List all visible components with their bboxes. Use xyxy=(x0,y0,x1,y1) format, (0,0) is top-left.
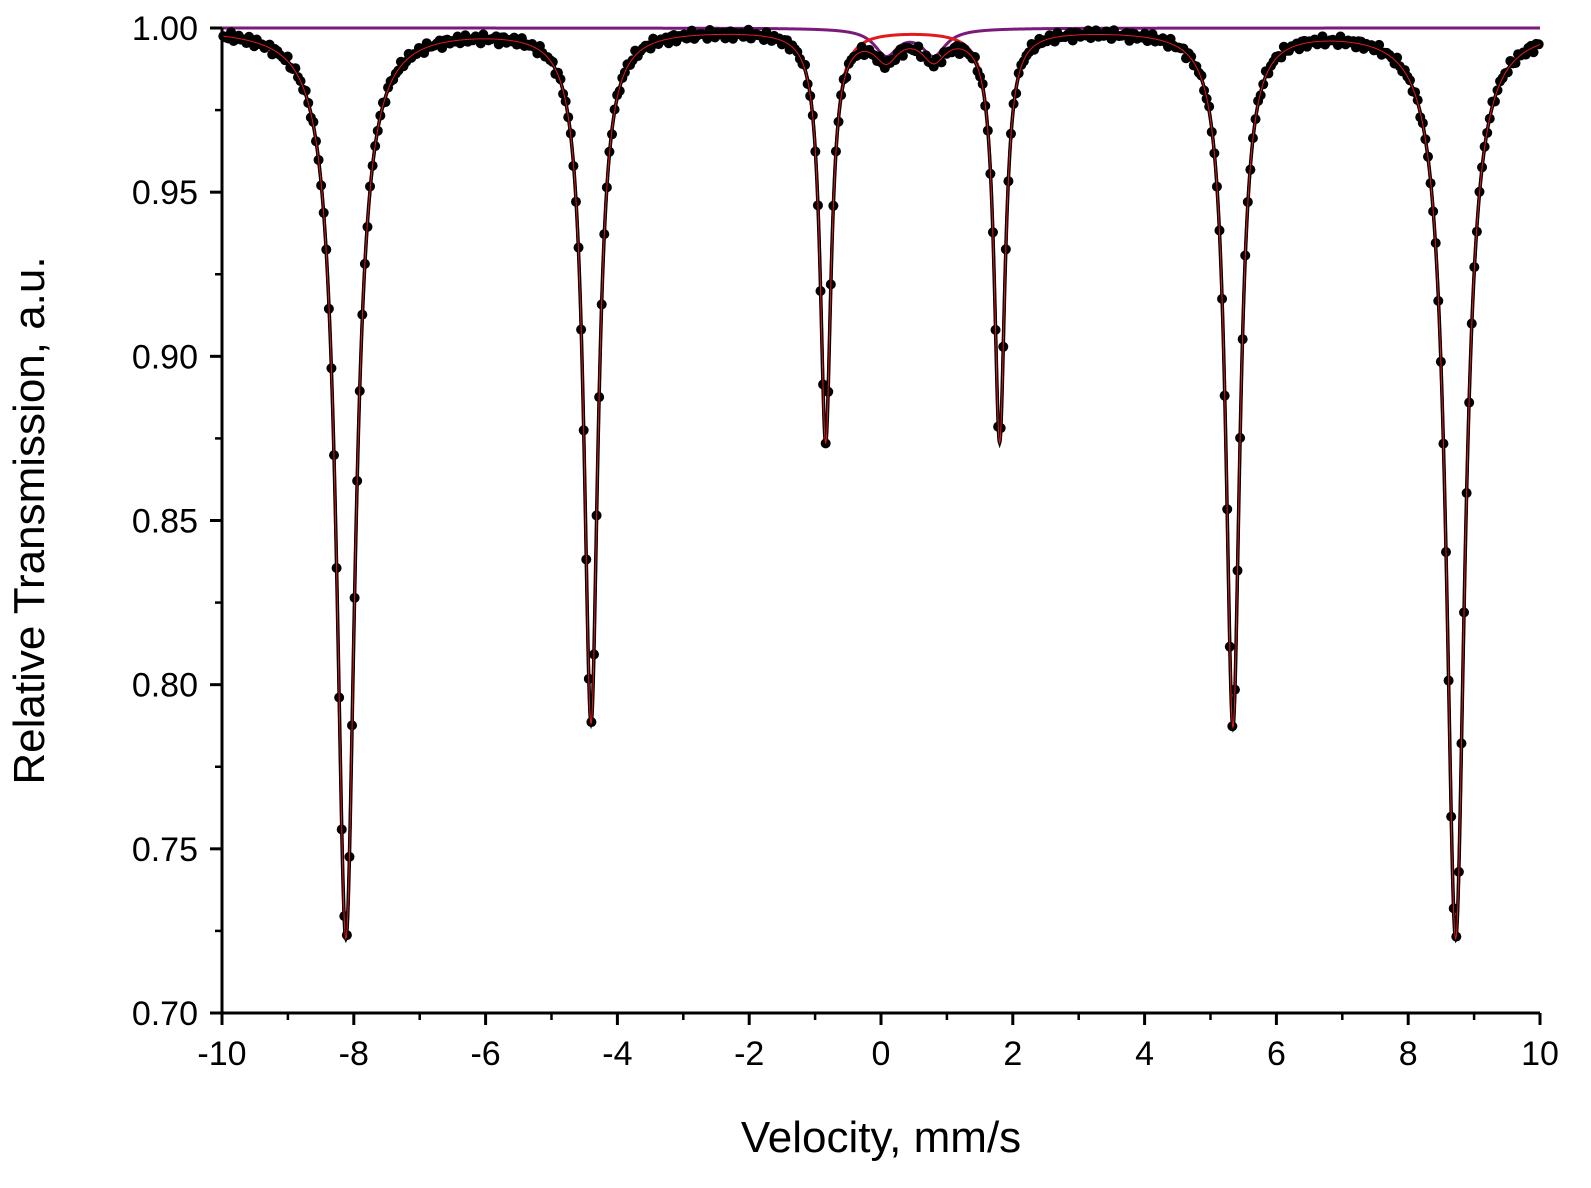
total-fit-highlight-line xyxy=(221,33,1541,941)
x-tick-label: -10 xyxy=(197,1035,246,1073)
data-point xyxy=(226,27,237,38)
x-tick-label: -2 xyxy=(734,1035,764,1073)
x-tick-label: -8 xyxy=(339,1035,369,1073)
data-point xyxy=(437,43,448,54)
x-tick-label: -6 xyxy=(470,1035,500,1073)
sextet-subspectrum-group xyxy=(221,32,1541,943)
total-fit-line xyxy=(221,32,1541,944)
sextet-subspectrum-line xyxy=(221,32,1541,943)
x-tick-label: 4 xyxy=(1135,1035,1154,1073)
x-tick-label: 6 xyxy=(1267,1035,1286,1073)
x-tick-label: 2 xyxy=(1003,1035,1022,1073)
total-fit-group xyxy=(221,32,1541,944)
axes: -10 -8 -6 -4 -2 0 2 4 6 8 10 0.70 0.75 0.80 0.85 0.90 0.… xyxy=(132,10,1559,1073)
y-tick-label: 1.00 xyxy=(132,10,198,48)
y-axis-title: Relative Transmission, a.u. xyxy=(5,256,54,784)
x-axis-title: Velocity, mm/s xyxy=(741,1113,1021,1162)
x-tick-label: -4 xyxy=(602,1035,632,1073)
y-tick-label: 0.80 xyxy=(132,667,198,705)
data-point xyxy=(1067,35,1078,46)
y-tick-label: 0.90 xyxy=(132,338,198,376)
y-tick-label: 0.75 xyxy=(132,831,198,869)
y-tick-label: 0.95 xyxy=(132,174,198,212)
x-tick-label: 8 xyxy=(1399,1035,1418,1073)
y-tick-label: 0.70 xyxy=(132,995,198,1033)
x-tick-label: 10 xyxy=(1521,1035,1559,1073)
plot-area xyxy=(218,24,1544,944)
x-tick-label: 0 xyxy=(872,1035,891,1073)
y-tick-label: 0.85 xyxy=(132,503,198,541)
data-points-group xyxy=(218,24,1544,942)
